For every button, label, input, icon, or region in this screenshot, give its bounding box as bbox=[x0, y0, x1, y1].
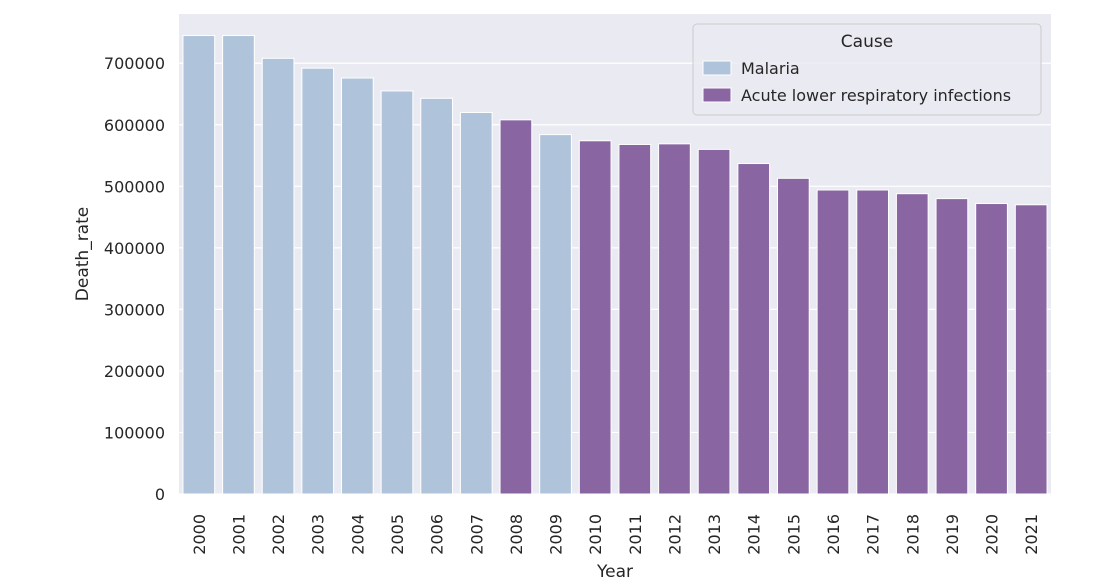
x-tick-label: 2012 bbox=[665, 514, 684, 555]
bar-2019 bbox=[935, 198, 969, 495]
bar-2013 bbox=[697, 148, 731, 495]
bar-2015 bbox=[777, 177, 810, 495]
bar-2020 bbox=[975, 203, 1008, 495]
bar-2021 bbox=[1014, 204, 1048, 495]
legend-entries: Malaria Acute lower respiratory infection… bbox=[702, 59, 1011, 105]
x-tick-label: 2013 bbox=[705, 514, 724, 555]
bar-2000 bbox=[182, 35, 216, 495]
x-tick-label: 2008 bbox=[507, 514, 526, 555]
x-tick-label: 2007 bbox=[467, 514, 486, 555]
x-tick-label: 2016 bbox=[824, 514, 843, 555]
bars bbox=[182, 35, 1048, 495]
x-tick-label: 2005 bbox=[388, 514, 407, 555]
legend: Cause Malaria Acute lower respiratory inf… bbox=[692, 23, 1042, 116]
x-tick-label: 2014 bbox=[745, 514, 764, 555]
x-tick-label: 2002 bbox=[269, 514, 288, 555]
y-tick-label: 200000 bbox=[104, 362, 165, 381]
bar-2017 bbox=[856, 189, 889, 495]
legend-title: Cause bbox=[841, 32, 893, 52]
bar-2016 bbox=[816, 189, 850, 495]
bar-2014 bbox=[737, 163, 771, 495]
legend-swatch bbox=[702, 87, 732, 103]
x-tick-label: 2000 bbox=[190, 514, 209, 555]
bar-2011 bbox=[618, 143, 652, 495]
y-tick-label: 100000 bbox=[104, 423, 165, 442]
y-tick-label: 500000 bbox=[104, 177, 165, 196]
x-tick-label: 2009 bbox=[547, 514, 566, 555]
bar-2007 bbox=[459, 111, 493, 495]
x-tick-label: 2003 bbox=[309, 514, 328, 555]
bar-2008 bbox=[499, 119, 533, 495]
legend-swatch bbox=[702, 60, 732, 76]
bar-2005 bbox=[380, 90, 414, 495]
y-tick-label: 400000 bbox=[104, 239, 165, 258]
bar-2006 bbox=[420, 97, 453, 495]
bar-2012 bbox=[658, 143, 691, 495]
x-tick-label: 2017 bbox=[864, 514, 883, 555]
x-tick-label: 2018 bbox=[903, 514, 922, 555]
x-tick-label: 2001 bbox=[229, 514, 248, 555]
x-tick-label: 2011 bbox=[626, 514, 645, 555]
y-axis-ticks: 0 100000 200000 300000 400000 500000 600000 700… bbox=[104, 54, 165, 504]
bar-2003 bbox=[301, 67, 335, 495]
x-tick-label: 2004 bbox=[348, 514, 367, 555]
x-tick-label: 2010 bbox=[586, 514, 605, 555]
x-tick-label: 2015 bbox=[784, 514, 803, 555]
y-tick-label: 0 bbox=[155, 485, 165, 504]
x-axis-ticks: 2000 2001 2002 2003 2004 2005 2006 2007 2008 2009… bbox=[190, 514, 1041, 555]
bar-2004 bbox=[341, 77, 374, 495]
bar-2009 bbox=[539, 134, 572, 495]
bar-2002 bbox=[261, 57, 295, 495]
x-tick-label: 2020 bbox=[983, 514, 1002, 555]
legend-box bbox=[692, 23, 1042, 116]
bar-2018 bbox=[895, 193, 929, 495]
y-axis-label: Death_rate bbox=[73, 207, 93, 301]
x-tick-label: 2019 bbox=[943, 514, 962, 555]
y-tick-label: 600000 bbox=[104, 116, 165, 135]
y-tick-label: 700000 bbox=[104, 54, 165, 73]
bar-2010 bbox=[578, 140, 612, 495]
x-axis-label: Year bbox=[596, 562, 633, 582]
legend-label: Acute lower respiratory infections bbox=[741, 86, 1011, 105]
x-tick-label: 2021 bbox=[1022, 514, 1041, 555]
y-tick-label: 300000 bbox=[104, 300, 165, 319]
x-tick-label: 2006 bbox=[428, 514, 447, 555]
legend-label: Malaria bbox=[741, 59, 800, 78]
bar-2001 bbox=[222, 35, 255, 495]
